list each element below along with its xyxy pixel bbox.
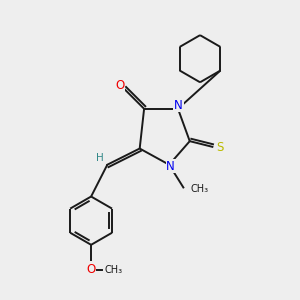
Text: CH₃: CH₃ xyxy=(104,265,122,275)
Text: N: N xyxy=(166,160,175,173)
Text: O: O xyxy=(115,79,124,92)
Text: O: O xyxy=(86,263,96,276)
Text: CH₃: CH₃ xyxy=(190,184,208,194)
Text: H: H xyxy=(96,153,104,163)
Text: N: N xyxy=(174,99,183,112)
Text: S: S xyxy=(216,141,224,154)
